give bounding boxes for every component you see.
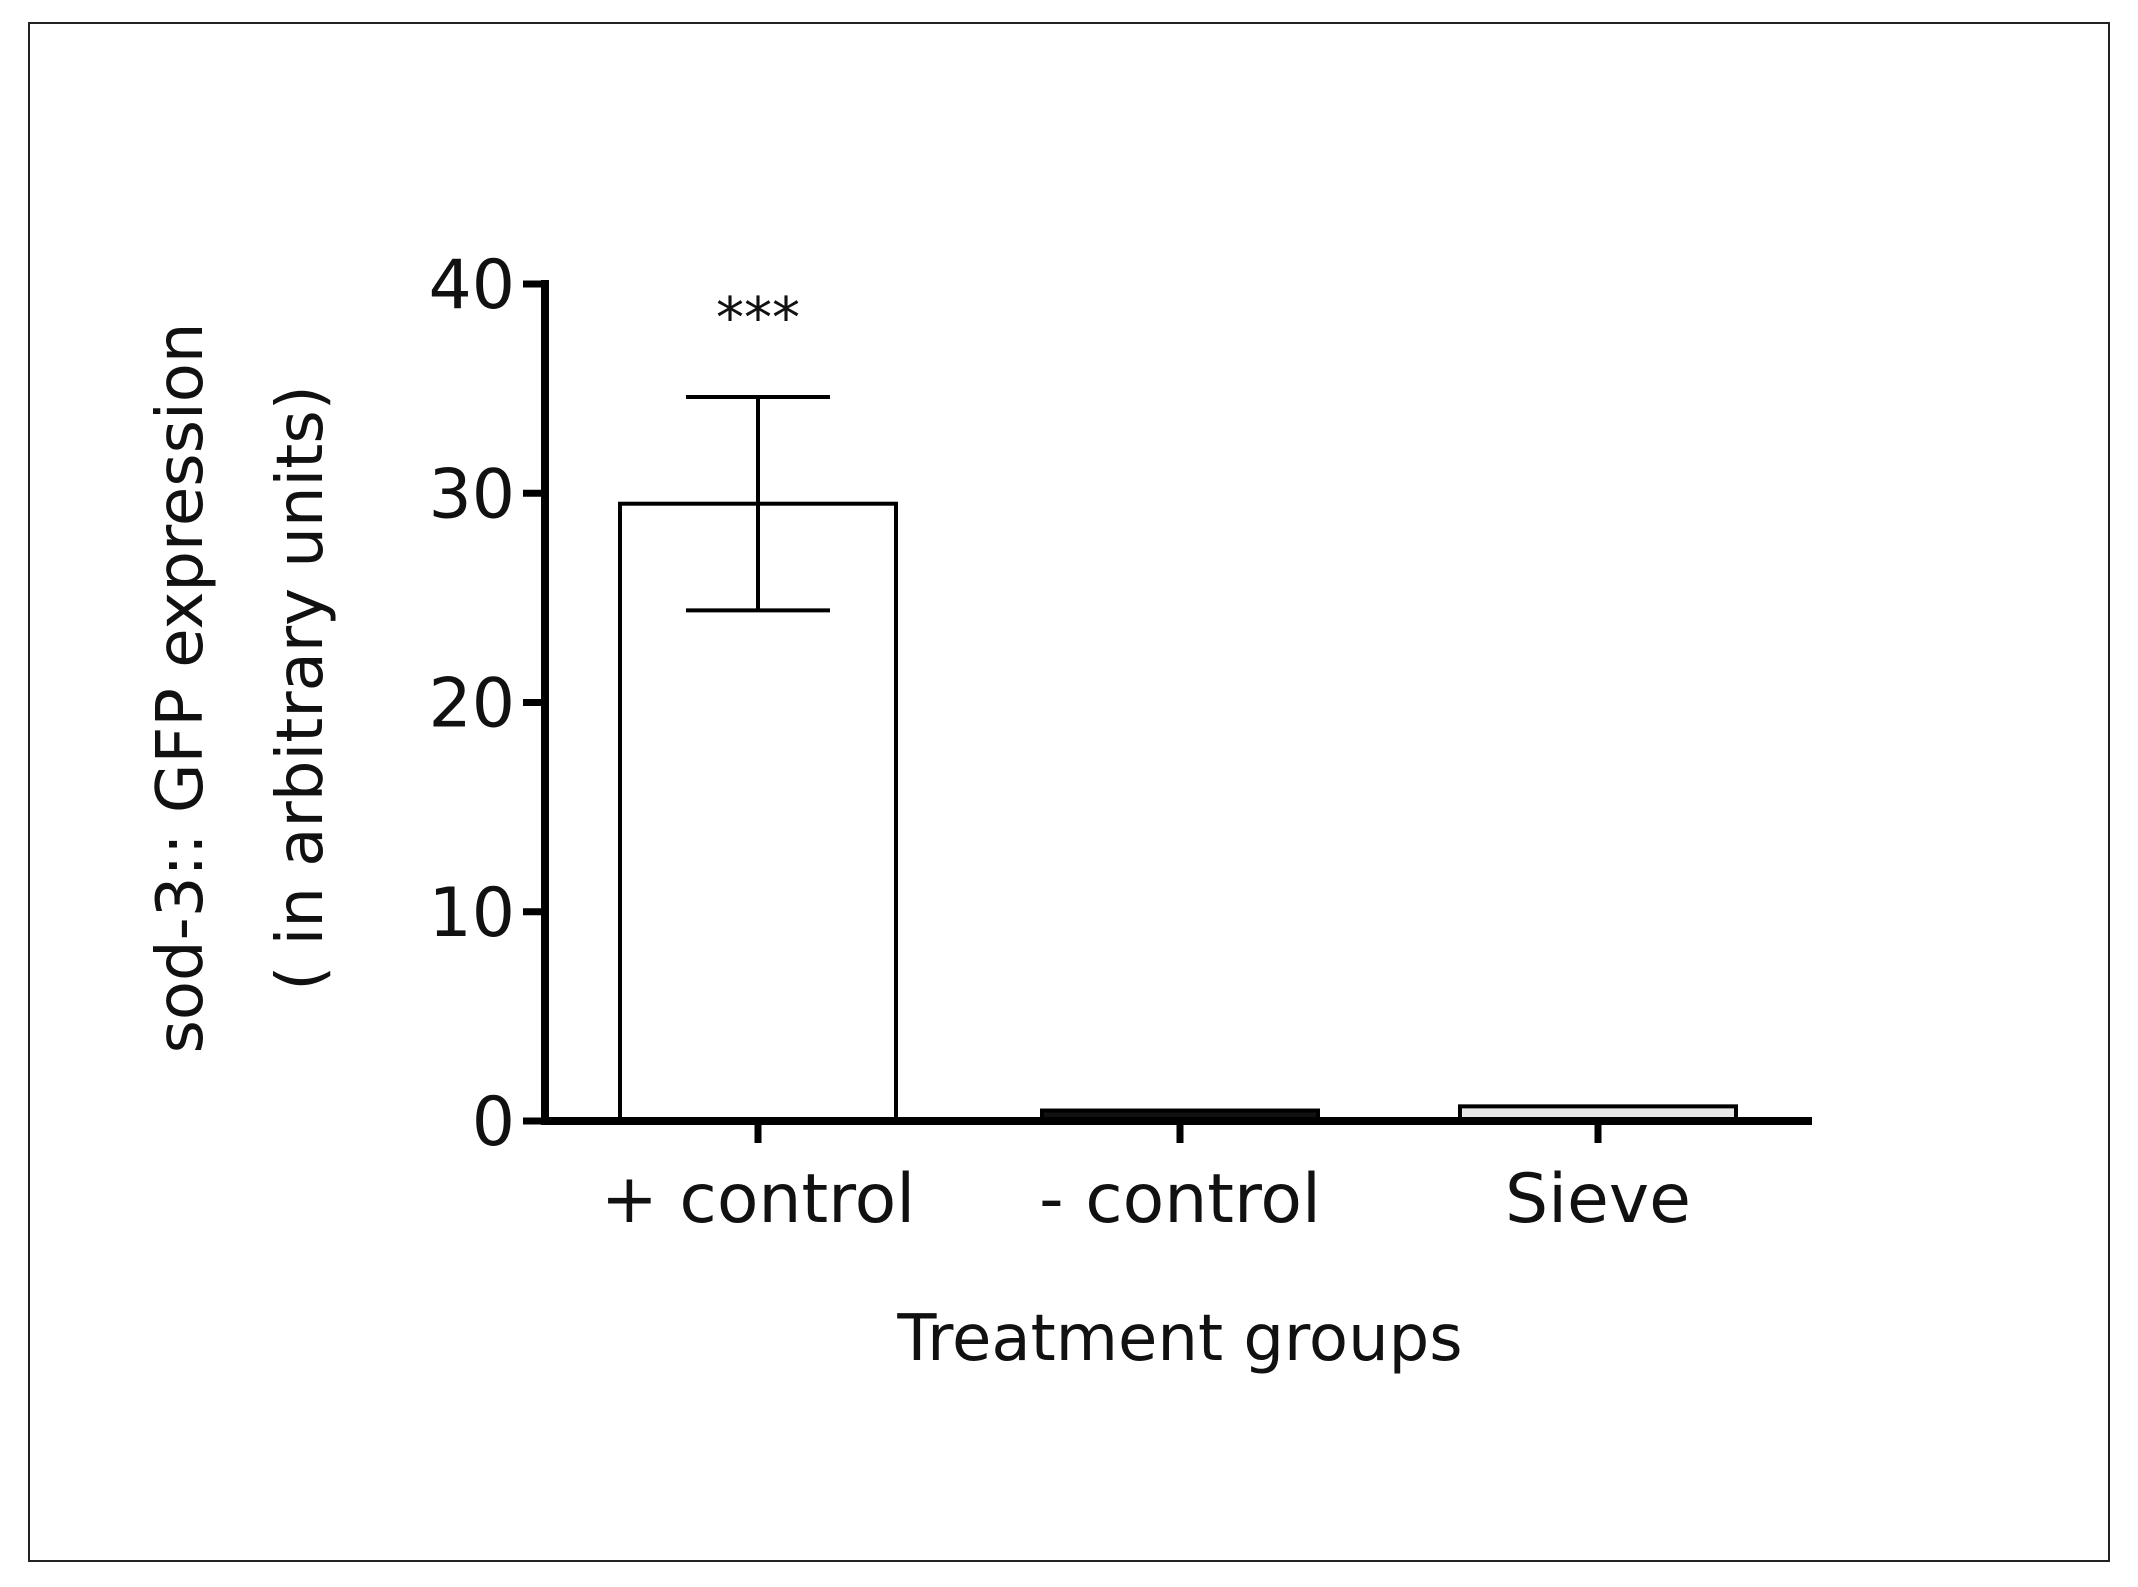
figure-frame <box>28 22 2110 1562</box>
y-tick-label: 30 <box>428 455 515 534</box>
bars <box>618 501 1738 1124</box>
y-axis-ticks: 0 10 20 30 40 <box>428 246 545 1162</box>
y-tick-label: 40 <box>428 246 515 325</box>
x-tick-label: Sieve <box>1505 1160 1691 1239</box>
y-tick-label: 0 <box>472 1083 515 1162</box>
y-tick-label: 20 <box>428 665 515 744</box>
x-tick-label: + control <box>601 1160 915 1239</box>
x-axis-title: Treatment groups <box>896 1302 1462 1376</box>
y-tick-label: 10 <box>428 874 515 953</box>
y-axis-title-line2: ( in arbitrary units) <box>264 385 338 990</box>
significance-annotation: *** <box>716 286 800 351</box>
error-bars: *** <box>686 286 830 613</box>
x-axis-ticks: + control - control Sieve <box>601 1121 1691 1239</box>
x-tick-label: - control <box>1039 1160 1321 1239</box>
y-axis-title-line1: sod-3:: GFP expression <box>144 323 218 1054</box>
